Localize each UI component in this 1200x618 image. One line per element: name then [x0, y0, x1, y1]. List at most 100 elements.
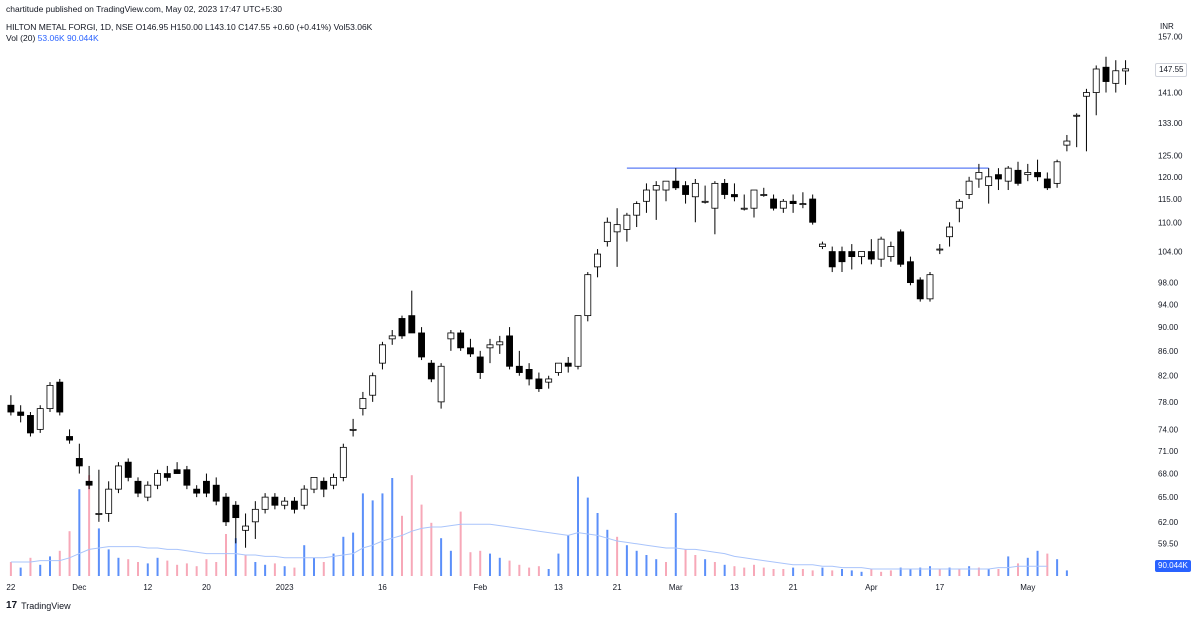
candle	[144, 481, 152, 502]
candle	[506, 327, 513, 370]
candle-body	[134, 480, 142, 494]
volume-bar	[361, 493, 364, 576]
candle-body	[486, 344, 494, 349]
candle-body	[545, 378, 553, 383]
volume-bar	[68, 531, 71, 576]
candle	[936, 244, 944, 255]
candle	[779, 199, 787, 213]
candle-body	[291, 500, 298, 510]
candle	[809, 194, 817, 225]
candle-body	[711, 182, 719, 209]
volume-bar	[586, 497, 589, 576]
volume-bar	[254, 562, 257, 576]
time-axis[interactable]: 22 Dec 12 20 2023 16 Feb 13 21 Mar 13 21 Apr 17 May	[6, 583, 1035, 592]
candle	[17, 405, 25, 423]
candle	[682, 181, 689, 204]
candle	[222, 493, 230, 527]
price-axis[interactable]: 157.00 141.00 133.00 125.00 120.00 115.00 110.…	[1158, 32, 1183, 570]
candle-body	[457, 332, 465, 349]
candle-body	[408, 315, 416, 334]
volume-bar	[97, 528, 100, 576]
volume-legend-label: Vol (20)	[6, 33, 36, 43]
volume-bar	[498, 557, 501, 576]
candle-body	[936, 248, 944, 251]
volume-bar	[322, 562, 325, 576]
volume-moving-average	[10, 523, 1048, 570]
candle	[1063, 134, 1071, 152]
candle-body	[203, 480, 210, 494]
volume-bar	[958, 569, 961, 576]
candle	[105, 481, 113, 522]
candle-body	[300, 488, 308, 506]
candle	[388, 330, 396, 345]
candle-body	[799, 203, 807, 205]
x-tick-label: 13	[554, 583, 563, 592]
candle-body	[652, 185, 660, 191]
candle	[56, 378, 64, 416]
candle-body	[555, 362, 562, 373]
candle-body	[643, 189, 650, 202]
candle-body	[603, 221, 611, 243]
volume-bar	[1046, 553, 1049, 576]
candle-body	[467, 347, 474, 355]
volume-bar	[567, 535, 570, 576]
candlesticks	[7, 56, 1129, 548]
volume-bar	[968, 566, 971, 576]
candle	[1092, 65, 1100, 116]
candle-body	[251, 508, 259, 523]
candle-body	[623, 214, 631, 230]
tradingview-brand[interactable]: 17 TradingView	[6, 600, 71, 611]
candle	[330, 473, 337, 490]
candle-body	[447, 332, 455, 340]
volume-bar	[78, 489, 81, 576]
candle	[46, 382, 54, 413]
volume-bar	[518, 564, 521, 576]
x-tick-label: Mar	[669, 583, 683, 592]
candle-body	[584, 274, 592, 317]
candle	[623, 212, 631, 242]
volume-bar	[997, 569, 1000, 576]
candle-body	[222, 496, 230, 523]
candle	[95, 469, 103, 522]
volume-bar	[176, 564, 179, 576]
volume-bar	[1007, 556, 1010, 576]
candle	[124, 458, 132, 482]
x-tick-label: 13	[730, 583, 739, 592]
candle	[838, 246, 846, 273]
candle	[691, 178, 699, 223]
candle-body	[740, 207, 748, 210]
candle-body	[115, 465, 122, 490]
candle	[916, 277, 924, 302]
candle-body	[437, 365, 445, 403]
volume-bar	[264, 564, 267, 576]
volume-bar	[528, 567, 531, 576]
candle	[574, 315, 582, 370]
volume-bar	[469, 552, 472, 576]
candle-body	[907, 261, 914, 284]
candle-body	[173, 469, 181, 474]
volume-bar	[205, 559, 208, 576]
volume-bar	[948, 567, 951, 576]
volume-bar	[655, 559, 658, 576]
candle	[7, 395, 15, 416]
candle	[486, 338, 494, 364]
volume-bar	[772, 569, 775, 576]
candle	[232, 501, 240, 544]
candle-body	[281, 500, 289, 506]
candle-body	[1063, 140, 1071, 146]
candle	[584, 272, 592, 322]
candle-body	[809, 198, 817, 223]
volume-bar	[479, 550, 482, 576]
volume-bar	[332, 553, 335, 576]
candle-body	[985, 176, 993, 186]
volume-ma-label: 90.044K	[1155, 560, 1191, 572]
volume-bar	[1026, 557, 1029, 576]
candle	[75, 443, 83, 474]
candle	[1043, 172, 1051, 191]
candle	[613, 208, 621, 267]
candle-body	[56, 381, 64, 413]
candle	[163, 465, 171, 482]
tradingview-brand-text: TradingView	[21, 600, 71, 611]
volume-bar	[801, 569, 804, 576]
